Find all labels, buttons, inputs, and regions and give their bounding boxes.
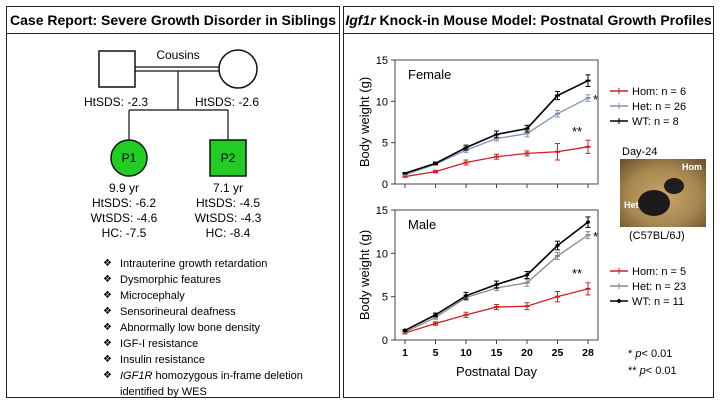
y-tick-label: 0 [382,179,388,190]
p1-age: 9.9 yr [108,181,139,195]
p1-htsds: HtSDS: -6.2 [91,196,157,210]
legend-label: Hom: n = 5 [632,266,686,278]
y-tick-label: 5 [382,138,388,150]
legend-label: Het: n = 23 [632,281,686,293]
feature-item-continued: identified by WES [120,386,207,398]
legend-marker [616,298,622,304]
significance-het: * [593,229,598,244]
data-point [555,243,560,249]
p2-wtsds: WtSDS: -4.3 [194,211,262,225]
x-tick-label: 28 [582,347,594,359]
feature-item: Insulin resistance [103,352,303,368]
photo-hom-label: Hom [682,162,702,172]
data-point [433,312,438,318]
p2-htsds: HtSDS: -4.5 [195,196,261,210]
female-legend: Hom: n = 6 Het: n = 26 WT: n = 8 [610,86,686,128]
case-report-panel: Case Report: Severe Growth Disorder in S… [6,6,340,398]
x-tick-label: 1 [402,347,408,359]
y-tick-label: 0 [382,335,388,347]
y-axis-label: Body weight (g) [357,230,372,320]
photo-het-label: Het [624,200,639,210]
mouse-model-title: Igf1r Knock-in Mouse Model: Postnatal Gr… [344,7,713,34]
x-tick-label: 20 [521,347,533,359]
feature-item: Intrauterine growth retardation [103,256,303,272]
data-point [402,327,408,333]
series-line [404,288,589,334]
x-tick-label: 5 [433,347,439,359]
y-axis-label: Body weight (g) [357,77,372,167]
p2-hc: HC: -8.4 [205,226,251,240]
x-axis-label: Postnatal Day [456,364,537,379]
y-tick-label: 15 [376,55,388,67]
data-point [463,293,469,299]
chart-title: Male [408,217,436,232]
pvalue-single: * p< 0.01 [628,348,673,360]
p1-hc: HC: -7.5 [101,226,147,240]
mouse-photo: Hom Het [620,159,706,227]
mother-symbol [218,49,258,89]
data-point [585,219,591,225]
y-tick-label: 5 [382,292,388,304]
chart-title: Female [408,67,451,82]
father-symbol [98,50,136,88]
mouse-model-panel: Igf1r Knock-in Mouse Model: Postnatal Gr… [343,6,714,398]
series-line [404,221,589,332]
feature-item: Abnormally low bone density [103,320,303,336]
photo-day-label: Day-24 [622,146,658,158]
feature-item: Sensorineural deafness [103,304,303,320]
pedigree-diagram: Cousins HtSDS: -2.3 HtSDS: -2.6 P1 P2 [84,48,259,177]
p1-info: 9.9 yr HtSDS: -6.2 WtSDS: -4.6 HC: -7.5 [79,181,169,241]
p1-label: P1 [122,151,137,165]
pvalue-double: ** p< 0.01 [628,365,677,377]
feature-item: IGF1R homozygous in-frame deletion [103,368,303,384]
cousins-label: Cousins [156,48,199,62]
p2-label: P2 [221,151,236,165]
p1-symbol [110,139,148,177]
pvalue-legend: * p< 0.01 ** p< 0.01 [628,346,677,380]
p2-symbol [209,139,247,177]
y-tick-label: 10 [376,248,388,260]
feature-item: Microcephaly [103,288,303,304]
legend-label: WT: n = 8 [632,116,679,128]
y-tick-label: 10 [376,96,388,108]
photo-strain-caption: (C57BL/6J) [629,230,685,242]
feature-item: Dysmorphic features [103,272,303,288]
mother-htsds: HtSDS: -2.6 [195,95,259,109]
legend-label: WT: n = 11 [632,296,684,308]
data-point [494,282,499,288]
significance-het: * [593,92,598,107]
p2-age: 7.1 yr [212,181,243,195]
p2-info: 7.1 yr HtSDS: -4.5 WtSDS: -4.3 HC: -8.4 [183,181,273,241]
x-tick-label: 25 [552,347,564,359]
case-report-title: Case Report: Severe Growth Disorder in S… [7,7,339,34]
series-line [404,146,589,178]
x-tick-label: 15 [491,347,503,359]
het-mouse [638,190,670,216]
male-legend: Hom: n = 5 Het: n = 23 WT: n = 11 [610,266,686,308]
hom-mouse [664,178,684,194]
clinical-features-list: Intrauterine growth retardation Dysmorph… [103,256,303,400]
data-point [524,272,530,278]
feature-item: IGF-I resistance [103,336,303,352]
y-tick-label: 15 [376,205,388,217]
x-tick-label: 10 [460,347,472,359]
legend-label: Het: n = 26 [632,101,686,113]
significance-hom: ** [572,124,582,139]
legend-label: Hom: n = 6 [632,86,686,98]
p1-wtsds: WtSDS: -4.6 [90,211,158,225]
father-htsds: HtSDS: -2.3 [84,95,148,109]
significance-hom: ** [572,266,582,281]
